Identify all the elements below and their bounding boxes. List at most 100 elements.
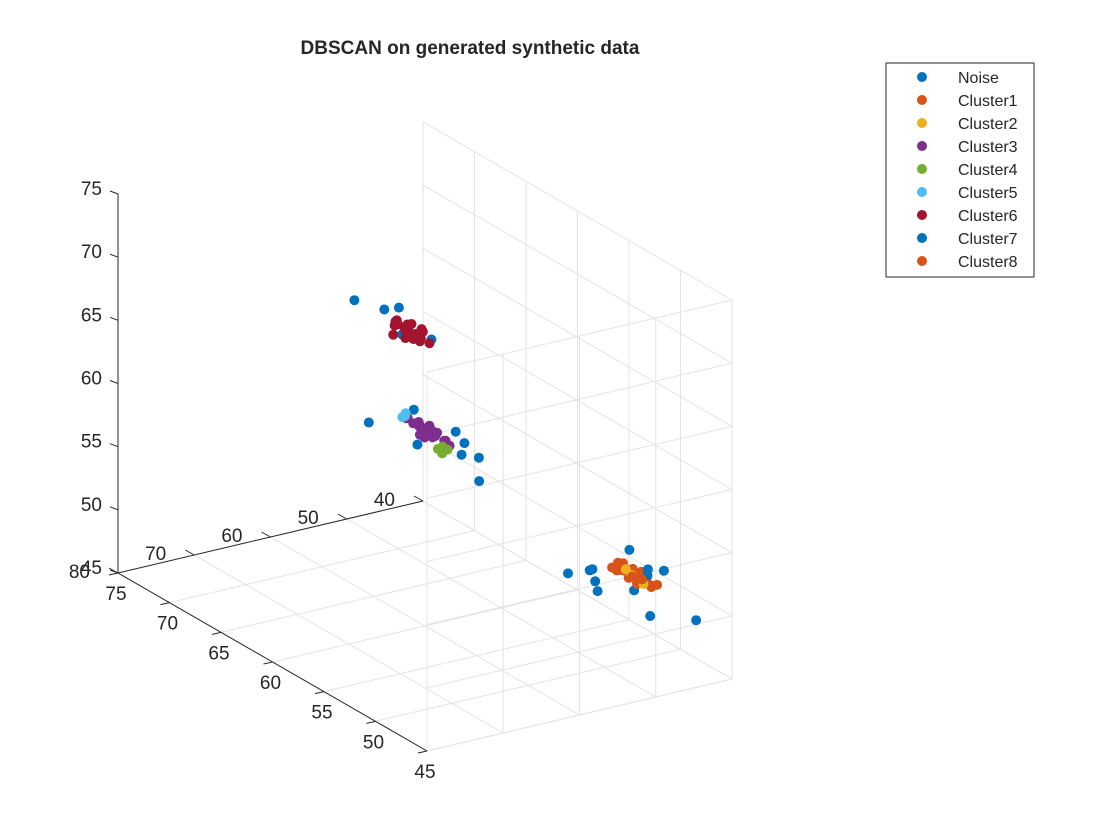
z-tick-mark: [109, 569, 119, 574]
legend: Noise Cluster1 Cluster2 Cluster3 Cluster4 Clu…: [885, 62, 1035, 278]
legend-label: Cluster7: [958, 231, 1018, 248]
z-tick-mark: [109, 506, 119, 511]
data-point: [412, 439, 423, 450]
y-tick-label: 50: [298, 508, 319, 529]
legend-label: Cluster2: [958, 116, 1018, 133]
legend-marker: [917, 95, 927, 105]
y-tick-mark: [413, 495, 424, 502]
grid-line-z: [422, 311, 733, 490]
data-point: [392, 319, 403, 330]
legend-marker: [917, 256, 927, 266]
legend-label: Cluster4: [958, 162, 1018, 179]
grid-line-z: [426, 678, 733, 752]
grid-line-z: [426, 552, 733, 626]
legend-marker: [917, 164, 927, 174]
x-tick-label: 45: [414, 762, 435, 783]
data-points: [349, 295, 702, 626]
legend-marker: [917, 141, 927, 151]
legend-label: Cluster3: [958, 139, 1018, 156]
grid-line-z: [422, 121, 733, 301]
legend-label: Cluster1: [958, 93, 1018, 110]
x-tick-mark: [160, 602, 170, 606]
legend-marker: [917, 233, 927, 243]
x-tick-label: 70: [157, 614, 178, 635]
data-point: [413, 417, 424, 427]
grid-line-y: [270, 536, 580, 716]
series-cluster5: [397, 408, 411, 423]
z-tick-label: 50: [81, 495, 102, 516]
data-point: [400, 333, 411, 344]
z-tick-mark: [109, 253, 119, 258]
x-tick-label: 75: [105, 584, 126, 605]
grid-line-z: [426, 425, 733, 499]
z-tick-label: 45: [81, 558, 102, 579]
z-tick-label: 70: [81, 242, 102, 263]
data-point: [408, 404, 419, 415]
series-cluster3: [401, 412, 455, 451]
legend-box: [885, 62, 1035, 278]
data-point: [349, 295, 360, 306]
data-point: [416, 324, 427, 335]
grid-line-y: [346, 518, 656, 698]
series-cluster4: [432, 441, 453, 459]
legend-label: Cluster6: [958, 208, 1018, 225]
x-tick-label: 55: [311, 703, 332, 724]
z-tick-mark: [109, 190, 119, 195]
data-point: [379, 304, 390, 315]
legend-label: Noise: [958, 70, 999, 87]
legend-marker: [917, 118, 927, 128]
x-tick-mark: [314, 691, 325, 695]
data-point: [584, 565, 595, 576]
legend-label: Cluster8: [958, 254, 1018, 271]
y-tick-label: 80: [69, 562, 90, 583]
x-tick-mark: [108, 572, 119, 576]
data-point: [400, 325, 410, 336]
data-point: [424, 338, 435, 349]
grid-line-z: [426, 615, 733, 689]
z-tick-mark: [109, 443, 119, 448]
data-point: [459, 438, 470, 449]
legend-marker: [917, 210, 927, 220]
legend-label: Cluster5: [958, 185, 1018, 202]
grid-line-y: [194, 554, 504, 734]
grid-line-z: [426, 362, 733, 436]
legend-marker: [917, 72, 927, 82]
data-point: [592, 586, 603, 597]
grid-line-z: [422, 374, 733, 554]
data-point: [473, 452, 484, 463]
z-tick-label: 55: [81, 432, 102, 453]
data-point: [397, 412, 408, 423]
x-tick-label: 60: [260, 673, 281, 694]
x-tick-mark: [211, 631, 222, 635]
z-tick-label: 60: [81, 369, 102, 390]
data-point: [414, 429, 425, 440]
data-point: [642, 564, 653, 575]
x-tick-label: 50: [363, 732, 384, 753]
y-tick-mark: [337, 513, 347, 520]
data-point: [437, 448, 448, 459]
data-point: [590, 576, 601, 587]
data-point: [613, 557, 623, 568]
grid-line-z: [426, 299, 733, 373]
series-cluster8: [627, 571, 648, 585]
data-point: [450, 426, 461, 437]
data-point: [393, 302, 404, 313]
legend-marker: [917, 187, 927, 197]
data-point: [406, 319, 417, 329]
data-point: [652, 579, 663, 590]
x-tick-mark: [263, 661, 273, 665]
data-point: [658, 565, 669, 576]
chart-title: DBSCAN on generated synthetic data: [301, 38, 640, 59]
y-tick-label: 40: [374, 490, 395, 511]
x-tick-mark: [366, 720, 376, 724]
data-point: [632, 574, 643, 585]
data-point: [645, 611, 656, 621]
grid-line-z: [422, 184, 733, 364]
series-cluster6: [388, 315, 435, 349]
y-tick-label: 70: [145, 544, 166, 565]
data-point: [432, 427, 443, 438]
axis-tick-marks: [108, 190, 428, 754]
grid-line-z: [422, 437, 733, 617]
y-tick-label: 60: [221, 526, 242, 547]
